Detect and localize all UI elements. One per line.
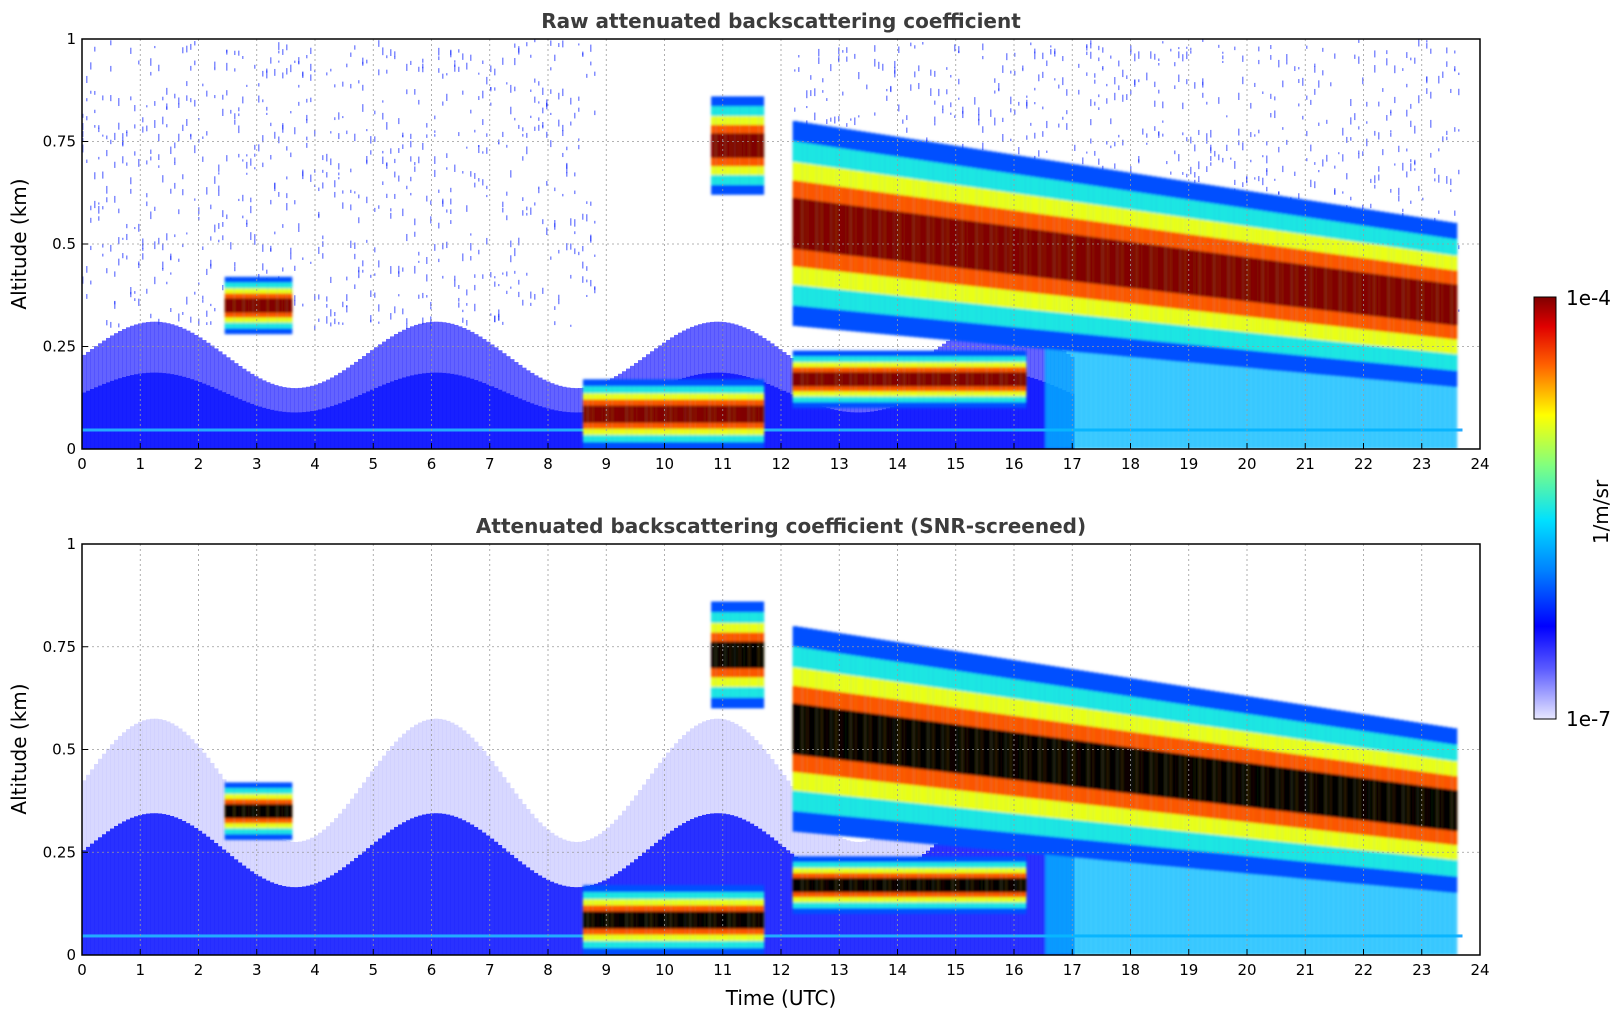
x-tick-label: 11 (713, 455, 732, 473)
x-tick-label: 12 (771, 455, 790, 473)
colorbar-gradient (1533, 296, 1557, 720)
x-axis-label: Time (UTC) (725, 986, 837, 1010)
x-tick-label: 6 (427, 455, 437, 473)
colorbar-max-label: 1e-4 (1566, 286, 1611, 310)
chart-title-screened: Attenuated backscattering coefficient (S… (476, 514, 1086, 538)
x-tick-label: 23 (1412, 455, 1431, 473)
x-tick-label: 8 (543, 961, 553, 979)
x-tick-label: 11 (713, 961, 732, 979)
grid-lines (82, 39, 1480, 449)
x-tick-label: 14 (888, 961, 907, 979)
x-tick-label: 9 (601, 961, 611, 979)
x-tick-label: 2 (194, 455, 204, 473)
y-tick-labels: 0 0.25 0.5 0.75 1 (43, 535, 88, 964)
x-tick-label: 15 (946, 961, 965, 979)
x-tick-label: 16 (1004, 961, 1023, 979)
y-tick-label: 0.25 (43, 843, 76, 861)
x-tick-label: 8 (543, 455, 553, 473)
y-tick-label: 0.5 (52, 235, 76, 253)
x-tick-label: 23 (1412, 961, 1431, 979)
x-tick-label: 9 (601, 455, 611, 473)
y-tick-label: 0.25 (43, 338, 76, 356)
x-tick-label: 13 (830, 961, 849, 979)
heatmap-raw (82, 39, 1480, 449)
colorbar-unit-label: 1/m/sr (1589, 479, 1613, 544)
x-tick-label: 21 (1296, 961, 1315, 979)
x-tick-label: 15 (946, 455, 965, 473)
x-tick-label: 4 (310, 961, 320, 979)
x-tick-label: 16 (1004, 455, 1023, 473)
x-tick-label: 24 (1470, 455, 1489, 473)
colorbar-min-label: 1e-7 (1566, 707, 1611, 731)
x-tick-label: 17 (1063, 961, 1082, 979)
y-tick-label: 0.5 (52, 741, 76, 759)
x-tick-label: 10 (655, 961, 674, 979)
x-tick-label: 3 (252, 455, 262, 473)
x-tick-label: 0 (77, 455, 87, 473)
y-tick-label: 0 (66, 946, 76, 964)
y-tick-label: 1 (66, 535, 76, 553)
x-tick-label: 10 (655, 455, 674, 473)
y-tick-label: 1 (66, 30, 76, 48)
x-tick-label: 12 (771, 961, 790, 979)
x-tick-label: 1 (135, 455, 145, 473)
panel-screened: Attenuated backscattering coefficient (S… (7, 514, 1490, 1010)
x-tick-label: 19 (1179, 455, 1198, 473)
x-tick-label: 13 (830, 455, 849, 473)
heatmap-features (224, 96, 1458, 449)
x-tick-label: 20 (1237, 961, 1256, 979)
x-tick-label: 22 (1354, 961, 1373, 979)
x-tick-label: 3 (252, 961, 262, 979)
y-axis-label: Altitude (km) (7, 178, 31, 309)
x-tick-label: 22 (1354, 455, 1373, 473)
y-tick-label: 0 (66, 440, 76, 458)
heatmap-screened (82, 544, 1480, 955)
x-tick-label: 0 (77, 961, 87, 979)
x-tick-label: 1 (135, 961, 145, 979)
chart-title-raw: Raw attenuated backscattering coefficien… (541, 9, 1021, 33)
heatmap-features (224, 601, 1458, 955)
x-tick-label: 21 (1296, 455, 1315, 473)
y-axis-label: Altitude (km) (7, 683, 31, 814)
x-tick-label: 5 (368, 455, 378, 473)
grid-lines (82, 544, 1480, 955)
y-tick-label: 0.75 (43, 133, 76, 151)
y-tick-labels: 0 0.25 0.5 0.75 1 (43, 30, 88, 458)
x-tick-labels: 0 1 2 3 4 5 6 7 8 9 10 11 12 13 14 15 16 17 18 19 20 21 22 23 24 (77, 443, 1490, 473)
x-tick-label: 19 (1179, 961, 1198, 979)
x-tick-label: 18 (1121, 455, 1140, 473)
x-tick-label: 14 (888, 455, 907, 473)
colorbar: 1e-4 1e-7 1/m/sr (1533, 286, 1613, 731)
x-tick-label: 5 (368, 961, 378, 979)
x-tick-label: 17 (1063, 455, 1082, 473)
x-tick-label: 20 (1237, 455, 1256, 473)
x-tick-label: 24 (1470, 961, 1489, 979)
x-tick-label: 18 (1121, 961, 1140, 979)
x-tick-label: 7 (485, 455, 495, 473)
panel-raw: Raw attenuated backscattering coefficien… (7, 9, 1490, 473)
y-tick-label: 0.75 (43, 638, 76, 656)
x-tick-label: 7 (485, 961, 495, 979)
x-tick-labels: 0 1 2 3 4 5 6 7 8 9 10 11 12 13 14 15 16 17 18 19 20 21 22 23 24 (77, 949, 1490, 979)
x-tick-label: 4 (310, 455, 320, 473)
x-tick-label: 6 (427, 961, 437, 979)
x-tick-label: 2 (194, 961, 204, 979)
